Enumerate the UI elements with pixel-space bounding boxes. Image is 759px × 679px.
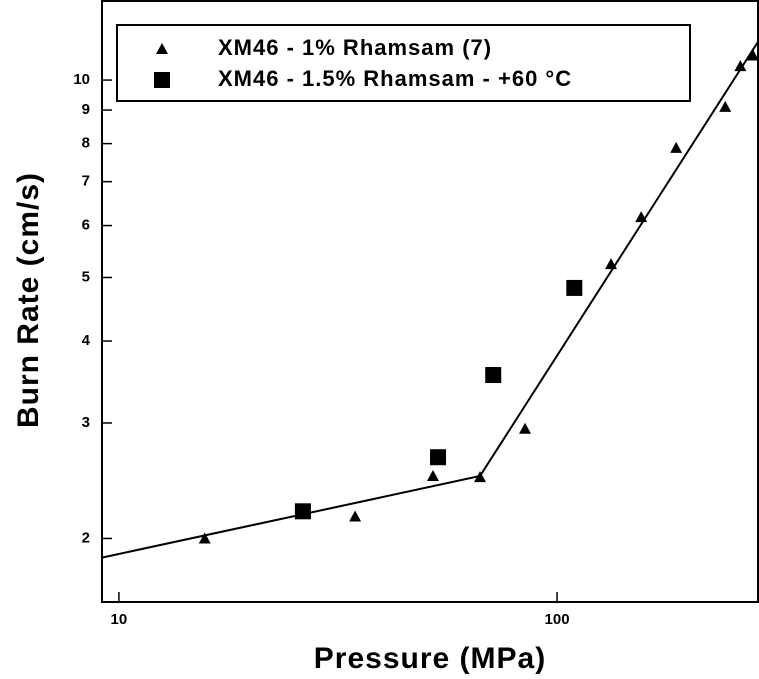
x-axis-label: Pressure (MPa) xyxy=(314,642,546,675)
square-marker xyxy=(485,367,502,384)
x-tick-label: 10 xyxy=(111,611,128,628)
triangle-marker xyxy=(198,532,211,544)
y-tick-label: 9 xyxy=(82,101,90,118)
legend-marker xyxy=(154,72,170,88)
y-tick-label: 4 xyxy=(82,332,91,349)
square-marker xyxy=(294,503,311,520)
y-tick-label: 8 xyxy=(82,135,90,152)
y-tick-label: 6 xyxy=(82,217,90,234)
triangle-marker xyxy=(734,60,747,72)
legend-marker xyxy=(156,43,168,54)
triangle-marker xyxy=(719,100,732,112)
y-tick-label: 3 xyxy=(82,414,90,431)
triangle-marker xyxy=(519,422,532,434)
y-tick-label: 5 xyxy=(82,268,90,285)
x-tick-label: 100 xyxy=(545,611,570,628)
legend-label: XM46 - 1% Rhamsam (7) xyxy=(218,35,492,60)
y-tick-label: 10 xyxy=(73,71,90,88)
legend-box xyxy=(116,24,691,102)
plot-frame xyxy=(101,0,759,603)
square-marker xyxy=(566,279,583,296)
triangle-marker xyxy=(746,49,759,61)
triangle-marker xyxy=(426,470,439,482)
y-tick-label: 2 xyxy=(82,529,90,546)
triangle-marker xyxy=(670,141,683,153)
y-tick-label: 7 xyxy=(82,173,90,190)
y-axis-label: Burn Rate (cm/s) xyxy=(12,172,45,428)
square-marker xyxy=(430,449,447,466)
fit-line xyxy=(101,39,759,559)
legend-label: XM46 - 1.5% Rhamsam - +60 °C xyxy=(218,66,572,91)
triangle-marker xyxy=(349,510,362,522)
